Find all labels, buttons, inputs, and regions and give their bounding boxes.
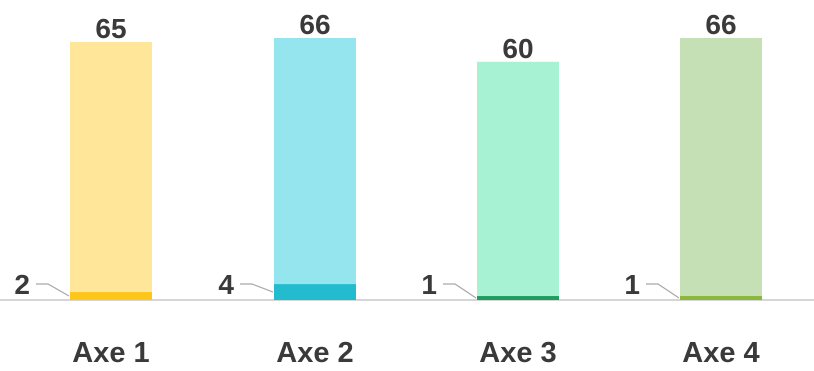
value-label-part-4: 1	[624, 269, 640, 300]
category-label-2: Axe 2	[276, 337, 353, 369]
leader-line-2	[240, 283, 274, 293]
leader-line-4	[646, 283, 680, 299]
category-label-3: Axe 3	[479, 337, 556, 369]
value-label-part-2: 4	[218, 269, 234, 300]
bar-total-1	[70, 41, 152, 300]
value-label-total-3: 60	[502, 33, 533, 64]
value-label-total-2: 66	[299, 9, 330, 40]
leader-line-3	[443, 283, 477, 299]
leader-line-1	[36, 283, 70, 297]
bar-part-1	[70, 292, 152, 300]
category-label-4: Axe 4	[682, 337, 759, 369]
bar-total-2	[274, 38, 356, 300]
value-label-total-4: 66	[705, 9, 736, 40]
bar-total-4	[680, 38, 762, 300]
category-label-1: Axe 1	[72, 337, 149, 369]
bar-total-3	[477, 61, 559, 301]
bar-part-4	[680, 296, 762, 300]
value-label-part-3: 1	[421, 269, 437, 300]
value-label-total-1: 65	[95, 13, 126, 44]
value-label-part-1: 2	[14, 269, 30, 300]
bar-part-3	[477, 296, 559, 300]
bar-part-2	[274, 284, 356, 300]
